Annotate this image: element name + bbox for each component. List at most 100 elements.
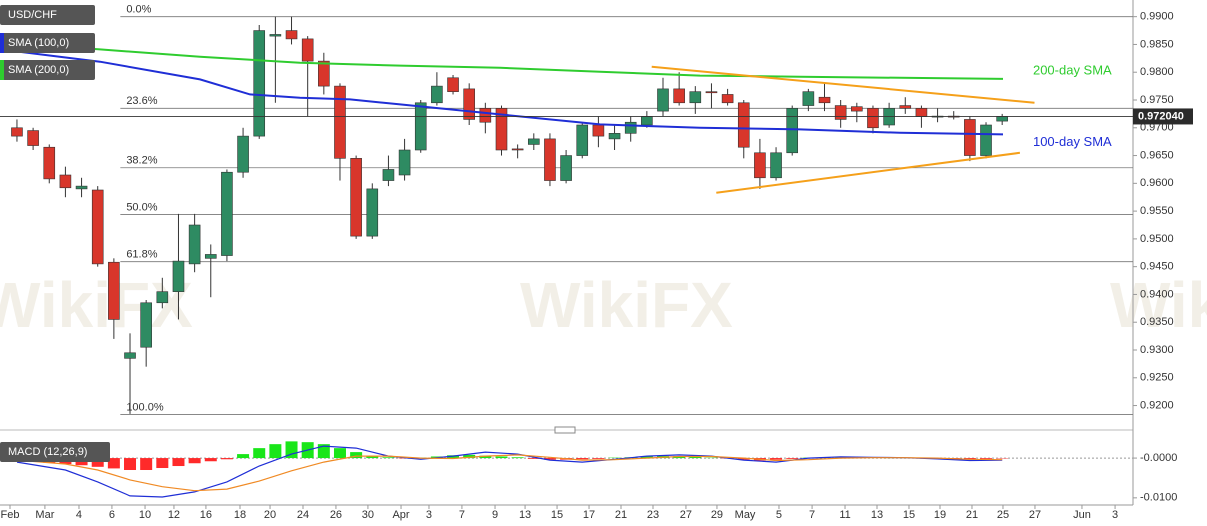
y-tick-label: 0.9250	[1140, 372, 1174, 384]
candle-body	[59, 174, 72, 189]
x-tick-label: 21	[615, 509, 627, 521]
candle-body	[495, 108, 508, 151]
sma-line	[0, 48, 1004, 136]
panel-handle[interactable]	[554, 426, 576, 434]
fib-label: 23.6%	[126, 95, 157, 107]
candle-body	[124, 352, 136, 359]
macd-histogram-bar	[543, 458, 556, 460]
candle-body	[75, 185, 88, 190]
y-tick-label: 0.9350	[1140, 316, 1174, 328]
macd-histogram-bar	[124, 458, 137, 471]
legend-swatch	[0, 60, 4, 80]
x-tick-label: 17	[583, 509, 595, 521]
x-tick-label: 11	[839, 509, 850, 521]
candle-body	[285, 30, 298, 40]
fib-label: 38.2%	[126, 155, 157, 167]
y-tick-label: 0.9400	[1140, 288, 1174, 300]
fib-label: 0.0%	[126, 4, 151, 16]
x-tick-label: 25	[997, 509, 1009, 521]
candle-body	[576, 124, 589, 156]
x-tick-label: 9	[492, 509, 498, 521]
candle-body	[624, 121, 637, 134]
legend-swatch	[0, 33, 4, 53]
candle-body	[221, 171, 233, 256]
candle-body	[269, 34, 282, 37]
y-tick-label: 0.9850	[1140, 38, 1174, 50]
candle-body	[318, 60, 330, 87]
x-tick-label: 27	[680, 509, 692, 521]
macd-histogram-bar	[770, 458, 783, 460]
macd-histogram-bar	[463, 454, 476, 459]
candle-body	[560, 155, 572, 181]
candle-body	[350, 158, 362, 237]
macd-histogram-bar	[786, 458, 799, 459]
candle-body	[899, 105, 912, 109]
macd-histogram-bar	[317, 444, 330, 459]
x-tick-label: 24	[297, 509, 309, 521]
y-tick-label: 0.9450	[1140, 261, 1174, 273]
y-tick-label: 0.9800	[1140, 66, 1174, 78]
trendline	[651, 65, 1035, 104]
macd-histogram-bar	[237, 454, 250, 459]
candle-body	[689, 91, 702, 104]
y-tick-label: 0.9600	[1140, 177, 1174, 189]
macd-histogram-bar	[350, 452, 363, 459]
candle-body	[996, 116, 1008, 122]
candle-body	[91, 189, 104, 265]
macd-histogram-bar	[91, 458, 104, 467]
y-tick-label: -0.0000	[1140, 452, 1177, 464]
macd-histogram-bar	[204, 458, 217, 462]
x-tick-label: Jun	[1073, 509, 1091, 521]
candle-body	[737, 102, 750, 148]
legend-box	[0, 5, 95, 25]
macd-histogram-bar	[366, 456, 379, 459]
x-tick-label: 12	[168, 509, 180, 521]
candle-body	[398, 149, 411, 176]
x-tick-label: 15	[551, 509, 563, 521]
trendline	[716, 151, 1021, 194]
x-tick-label: 21	[966, 509, 978, 521]
candle-body	[754, 152, 766, 179]
candle-body	[366, 188, 379, 237]
candle-body	[544, 138, 556, 181]
candle-body	[414, 102, 427, 151]
y-tick-label: 0.9300	[1140, 344, 1174, 356]
x-tick-label: 13	[519, 509, 531, 521]
x-tick-label: 15	[903, 509, 915, 521]
candle-body	[721, 94, 734, 104]
macd-histogram-bar	[269, 444, 282, 459]
candle-body	[851, 106, 863, 112]
sma-line	[0, 41, 1004, 80]
macd-line	[16, 454, 1003, 492]
candle-body	[802, 91, 815, 106]
candle-body	[27, 130, 39, 146]
x-tick-label: 27	[1029, 509, 1041, 521]
candle-body	[527, 138, 540, 145]
candle-body	[108, 261, 120, 320]
candle-body	[964, 119, 976, 156]
candle-body	[334, 85, 346, 159]
legend-box	[0, 442, 110, 462]
x-tick-label: 16	[200, 509, 212, 521]
candle-body	[43, 146, 56, 180]
legend-label: MACD (12,26,9)	[8, 446, 87, 458]
fib-label: 50.0%	[126, 201, 157, 213]
candle-body	[204, 254, 217, 259]
candle-body	[431, 85, 443, 104]
macd-histogram-bar	[511, 457, 524, 459]
macd-histogram-bar	[188, 458, 201, 464]
candle-body	[770, 152, 782, 179]
candle-body	[237, 135, 249, 173]
macd-histogram-bar	[689, 456, 702, 459]
candle-body	[447, 77, 459, 92]
x-tick-label: 26	[330, 509, 342, 521]
last-price-box	[1133, 108, 1193, 125]
x-tick-label: 6	[109, 509, 115, 521]
x-tick-label: 29	[711, 509, 723, 521]
macd-histogram-bar	[156, 458, 169, 469]
candle-body	[834, 105, 847, 120]
sma-annotation: 200-day SMA	[1033, 62, 1112, 77]
macd-histogram-bar	[737, 458, 750, 460]
macd-histogram-bar	[253, 448, 266, 459]
y-tick-label: 0.9550	[1140, 205, 1174, 217]
